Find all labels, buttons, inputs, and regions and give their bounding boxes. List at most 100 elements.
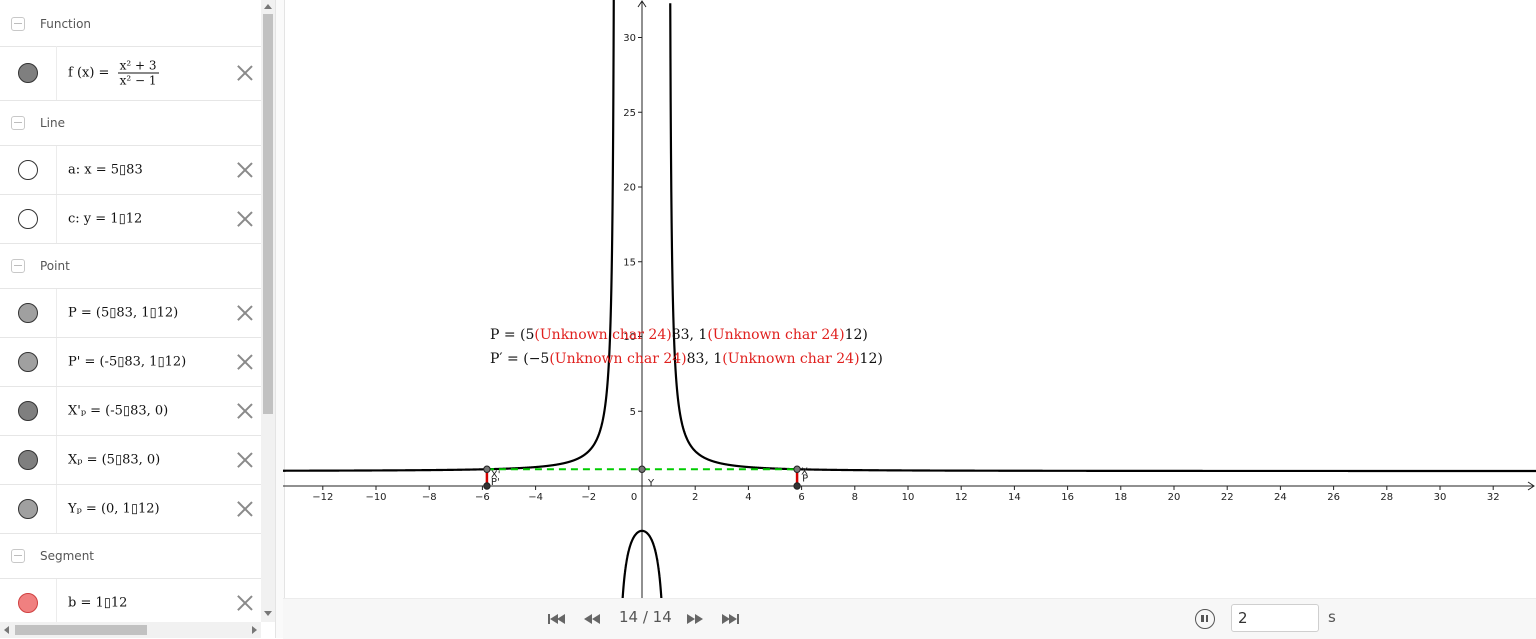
y-tick-label: 30: [623, 33, 636, 44]
category-label: Point: [40, 259, 70, 273]
line-expression[interactable]: c: y = 1▯12: [68, 211, 143, 227]
x-axis-arrow: [1527, 481, 1535, 491]
collapse-icon[interactable]: [11, 17, 25, 31]
point-expression[interactable]: Yₚ = (0, 1▯12): [68, 501, 160, 517]
x-tick-label: 6: [798, 492, 804, 503]
category-point[interactable]: Point: [0, 244, 261, 289]
delete-icon[interactable]: [235, 303, 255, 323]
category-label: Segment: [40, 549, 94, 563]
visibility-toggle-icon[interactable]: [18, 499, 38, 519]
x-tick-label: 16: [1061, 492, 1074, 503]
point-expression[interactable]: Xₚ = (5▯83, 0): [68, 452, 161, 468]
visibility-toggle-icon[interactable]: [18, 352, 38, 372]
y-axis-ticks: 5 10 15 20 25 30: [623, 33, 642, 418]
visibility-toggle-icon[interactable]: [18, 593, 38, 613]
category-line[interactable]: Line: [0, 101, 261, 146]
x-tick-label: −4: [528, 492, 543, 503]
algebra-row-point-P[interactable]: P = (5▯83, 1▯12): [0, 289, 261, 338]
algebra-row-line-c[interactable]: c: y = 1▯12: [0, 195, 261, 244]
first-step-icon[interactable]: [545, 609, 567, 629]
delete-icon[interactable]: [235, 450, 255, 470]
point-X-prime-P[interactable]: [483, 482, 491, 490]
text-objects: P = (5(Unknown char 24)83, 1(Unknown cha…: [490, 325, 883, 373]
view-splitter[interactable]: [275, 0, 285, 638]
visibility-toggle-icon[interactable]: [18, 450, 38, 470]
function-branch-right[interactable]: [669, 3, 1536, 473]
point-X-P[interactable]: [793, 482, 801, 490]
x-tick-label: 2: [692, 492, 698, 503]
x-tick-label: 14: [1008, 492, 1021, 503]
x-tick-label: −12: [312, 492, 333, 503]
text-P-prime[interactable]: P′ = (−5(Unknown char 24)83, 1(Unknown c…: [490, 351, 883, 367]
algebra-row-function-f[interactable]: f (x) = x² + 3 x² − 1: [0, 46, 261, 101]
x-tick-label: 18: [1114, 492, 1127, 503]
algebra-horizontal-scrollbar[interactable]: [0, 622, 261, 638]
next-step-icon[interactable]: [684, 609, 706, 629]
line-expression[interactable]: a: x = 5▯83: [68, 162, 143, 178]
point-expression[interactable]: X'ₚ = (-5▯83, 0): [68, 403, 169, 419]
collapse-icon[interactable]: [11, 259, 25, 273]
visibility-toggle-icon[interactable]: [18, 160, 38, 180]
function-expression[interactable]: f (x) = x² + 3 x² − 1: [68, 58, 159, 88]
delete-icon[interactable]: [235, 401, 255, 421]
x-tick-label: 20: [1168, 492, 1181, 503]
label-Y-P: Y: [647, 478, 655, 489]
x-tick-label: 24: [1274, 492, 1287, 503]
construction-objects[interactable]: PX P'X' Y: [483, 465, 808, 490]
scrollbar-thumb[interactable]: [263, 14, 273, 414]
visibility-toggle-icon[interactable]: [18, 401, 38, 421]
point-P[interactable]: [793, 465, 801, 473]
collapse-icon[interactable]: [11, 116, 25, 130]
collapse-icon[interactable]: [11, 549, 25, 563]
point-expression[interactable]: P' = (-5▯83, 1▯12): [68, 354, 187, 370]
delete-icon[interactable]: [235, 160, 255, 180]
x-tick-label: 10: [902, 492, 915, 503]
x-tick-label: −10: [365, 492, 386, 503]
algebra-row-point-Y-P[interactable]: Yₚ = (0, 1▯12): [0, 485, 261, 534]
algebra-row-point-X-P[interactable]: Xₚ = (5▯83, 0): [0, 436, 261, 485]
algebra-row-line-a[interactable]: a: x = 5▯83: [0, 146, 261, 195]
function-branch-middle[interactable]: [621, 529, 663, 600]
function-graph[interactable]: [283, 0, 1536, 600]
x-tick-label: 8: [852, 492, 858, 503]
algebra-row-point-X-prime-P[interactable]: X'ₚ = (-5▯83, 0): [0, 387, 261, 436]
scroll-up-icon[interactable]: [264, 4, 272, 9]
category-segment[interactable]: Segment: [0, 534, 261, 579]
delete-icon[interactable]: [235, 352, 255, 372]
scroll-left-icon[interactable]: [4, 626, 9, 634]
function-numerator: x² + 3: [117, 58, 159, 74]
x-tick-label: −8: [422, 492, 437, 503]
delete-icon[interactable]: [235, 63, 255, 83]
point-P-prime[interactable]: [483, 465, 491, 473]
play-speed-input[interactable]: [1231, 604, 1319, 632]
scroll-down-icon[interactable]: [264, 611, 272, 616]
visibility-toggle-icon[interactable]: [18, 63, 38, 83]
delete-icon[interactable]: [235, 209, 255, 229]
y-tick-label: 25: [623, 108, 636, 119]
graph-canvas[interactable]: −12 −10 −8 −6 −4 −2 0 2 4 6 8 10 12 14 16 18 20 22 24 26 28 3…: [283, 0, 1536, 600]
category-label: Line: [40, 116, 66, 130]
point-expression[interactable]: P = (5▯83, 1▯12): [68, 305, 179, 321]
graphics-view[interactable]: −12 −10 −8 −6 −4 −2 0 2 4 6 8 10 12 14 16 18 20 22 24 26 28 3…: [283, 0, 1536, 638]
point-Y-P[interactable]: [638, 465, 646, 473]
segment-expression[interactable]: b = 1▯12: [68, 595, 128, 611]
algebra-row-point-P-prime[interactable]: P' = (-5▯83, 1▯12): [0, 338, 261, 387]
delete-icon[interactable]: [235, 499, 255, 519]
x-tick-label: 4: [745, 492, 751, 503]
previous-step-icon[interactable]: [581, 609, 603, 629]
scroll-right-icon[interactable]: [252, 626, 257, 634]
text-P[interactable]: P = (5(Unknown char 24)83, 1(Unknown cha…: [490, 327, 868, 343]
axes: [283, 0, 1535, 600]
last-step-icon[interactable]: [720, 609, 742, 629]
visibility-toggle-icon[interactable]: [18, 209, 38, 229]
delete-icon[interactable]: [235, 593, 255, 613]
category-function[interactable]: Function: [0, 2, 261, 47]
algebra-row-segment-b[interactable]: b = 1▯12: [0, 579, 261, 622]
function-branch-left[interactable]: [283, 0, 615, 472]
y-tick-label: 5: [630, 407, 636, 418]
algebra-vertical-scrollbar[interactable]: [261, 0, 275, 622]
pause-icon[interactable]: [1195, 609, 1215, 629]
visibility-toggle-icon[interactable]: [18, 303, 38, 323]
category-label: Function: [40, 17, 92, 31]
scrollbar-thumb[interactable]: [15, 625, 147, 635]
